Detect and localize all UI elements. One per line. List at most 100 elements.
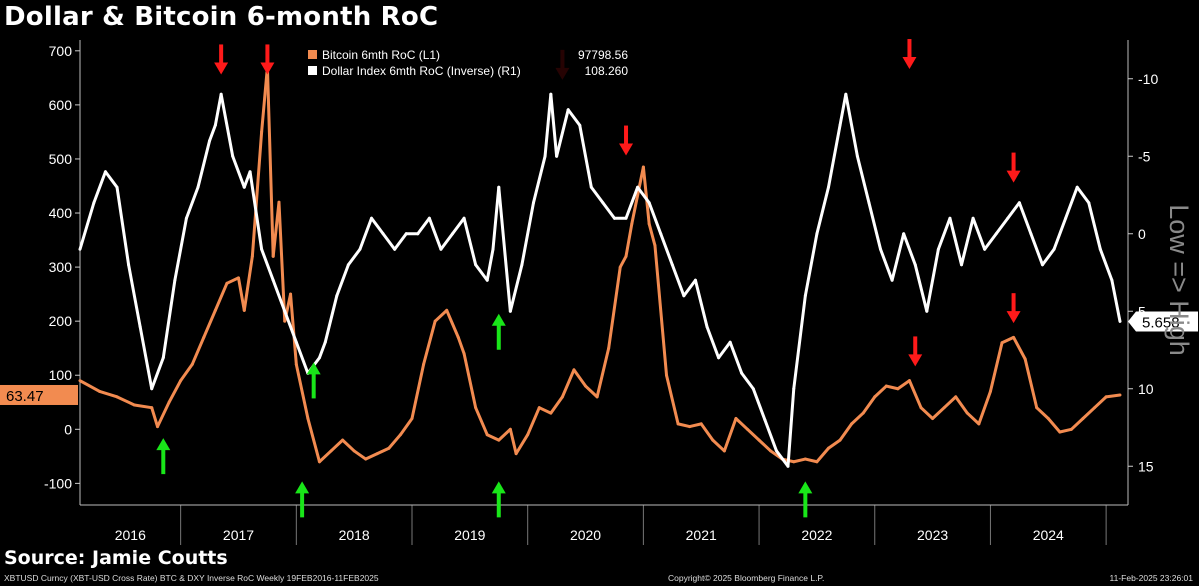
dollar-point	[497, 186, 500, 189]
dollar-point	[590, 186, 593, 189]
dollar-point	[532, 201, 535, 204]
dollar-point	[138, 325, 142, 328]
bitcoin-point	[624, 255, 628, 258]
bitcoin-segment	[1081, 406, 1097, 420]
dollar-point	[214, 124, 217, 127]
down-arrow	[908, 336, 923, 367]
bitcoin-point	[115, 395, 119, 399]
bitcoin-point	[931, 417, 934, 420]
bitcoin-point	[283, 319, 286, 323]
bitcoin-segment	[549, 395, 564, 415]
bitcoin-segment	[1058, 427, 1073, 434]
bitcoin-point	[815, 460, 819, 463]
bitcoin-point	[156, 425, 159, 428]
bitcoin-last-value: 63.47	[6, 388, 44, 405]
dollar-segment	[248, 170, 264, 251]
dollar-segment	[925, 247, 940, 313]
bitcoin-point	[734, 417, 738, 420]
bitcoin-segment	[156, 400, 171, 429]
bitcoin-point	[306, 417, 310, 420]
bitcoin-segment	[676, 422, 692, 429]
arrow-head	[295, 481, 310, 494]
bitcoin-point	[1093, 406, 1096, 409]
bitcoin-point	[549, 411, 553, 415]
bitcoin-segment	[364, 452, 379, 461]
bitcoin-point	[364, 457, 367, 461]
dollar-point	[601, 201, 605, 204]
dollar-point	[682, 294, 686, 297]
dollar-point	[335, 294, 339, 297]
left-tick-label: 300	[49, 259, 73, 275]
arrow-head	[908, 354, 923, 367]
dollar-segment	[740, 371, 755, 391]
right-tick-label: -5	[1138, 148, 1151, 164]
bitcoin-point	[1000, 341, 1004, 344]
dollar-segment	[520, 201, 535, 267]
dollar-segment	[844, 92, 859, 158]
year-label: 2023	[917, 527, 948, 543]
bitcoin-segment	[132, 403, 154, 410]
dollar-point	[867, 201, 871, 204]
right-tick-label: 10	[1138, 381, 1154, 397]
dollar-point	[462, 217, 466, 220]
bitcoin-segment	[375, 446, 391, 456]
dollar-point	[1118, 320, 1122, 323]
dollar-point	[78, 248, 82, 251]
dollar-segment	[890, 232, 906, 282]
dollar-segment	[867, 201, 883, 251]
dollar-segment	[208, 123, 217, 143]
dollar-segment	[213, 92, 223, 127]
dollar-segment	[474, 263, 489, 282]
bitcoin-point	[352, 449, 356, 453]
right-tick-label: 0	[1138, 226, 1146, 242]
dollar-last-value: 5.658	[1142, 314, 1180, 331]
bitcoin-point	[457, 336, 460, 339]
dollar-point	[844, 93, 848, 96]
dollar-segment	[994, 216, 1010, 236]
dollar-point	[659, 232, 662, 235]
year-label: 2020	[570, 527, 601, 543]
dollar-segment	[497, 185, 512, 313]
bitcoin-segment	[410, 362, 426, 420]
dollar-point	[173, 279, 177, 282]
dollar-segment	[416, 216, 431, 236]
left-tick-label: -100	[44, 475, 72, 491]
dollar-segment	[815, 185, 830, 236]
dollar-segment	[1087, 201, 1102, 251]
bitcoin-segment	[294, 362, 310, 420]
right-axis: -10 -5 0 5 10 15	[1127, 40, 1158, 505]
bitcoin-point	[225, 282, 229, 285]
arrow-head	[902, 57, 917, 70]
dollar-point	[549, 93, 553, 96]
dollar-segment	[659, 232, 674, 267]
bitcoin-point	[954, 395, 957, 399]
bitcoin-point	[410, 417, 414, 420]
dollar-point	[566, 108, 570, 111]
dollar-segment	[196, 139, 212, 189]
bitcoin-segment	[352, 449, 368, 461]
bitcoin-point	[619, 265, 622, 269]
bitcoin-point	[251, 255, 254, 258]
bitcoin-segment	[624, 222, 634, 258]
year-label: 2017	[223, 527, 254, 543]
dollar-segment	[1098, 247, 1114, 282]
dollar-point	[937, 248, 940, 251]
bitcoin-point	[1118, 393, 1122, 397]
bitcoin-point	[607, 346, 610, 350]
bitcoin-segment	[179, 362, 194, 383]
dollar-point	[792, 387, 795, 390]
bitcoin-segment	[306, 416, 321, 464]
bitcoin-segment	[665, 373, 680, 426]
dollar-point	[838, 124, 842, 127]
down-arrow	[902, 39, 917, 70]
bitcoin-segment	[462, 352, 478, 410]
dollar-segment	[370, 216, 385, 236]
bitcoin-segment	[607, 265, 622, 350]
dollar-point	[474, 263, 477, 266]
dollar-point	[92, 201, 96, 204]
bitcoin-point	[509, 428, 512, 431]
dollar-segment	[231, 154, 246, 189]
bitcoin-point	[989, 390, 992, 393]
bitcoin-point	[341, 438, 344, 442]
